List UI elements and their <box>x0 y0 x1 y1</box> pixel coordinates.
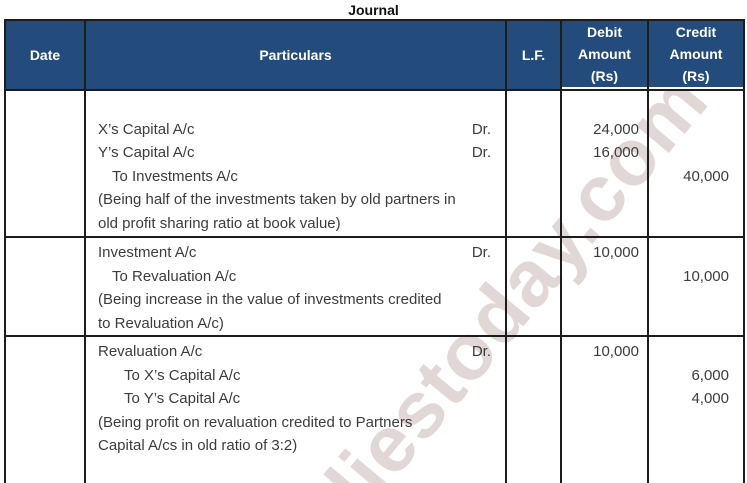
journal-entry-row: Investment A/c Dr. To Revaluation A/c (Bein… <box>4 236 745 337</box>
credit-value <box>649 141 729 165</box>
dr-label: Dr. <box>471 144 491 161</box>
header-row: Date Particulars L.F. Debit Amount (Rs) … <box>4 19 745 91</box>
particulars-line: Revaluation A/c <box>98 343 203 360</box>
credit-value <box>649 434 729 458</box>
header-debit-amount: Debit Amount (Rs) <box>560 19 649 91</box>
credit-amount-cell: 10,000 <box>647 236 745 337</box>
lf-cell <box>505 335 562 483</box>
lf-cell <box>505 89 562 238</box>
particulars-line: to Revaluation A/c) <box>98 314 224 332</box>
debit-amount-cell: 24,000 16,000 <box>560 89 649 238</box>
page-title: Journal <box>348 2 399 18</box>
particulars-cell: Revaluation A/c Dr. To X’s Capital A/c To Y… <box>84 335 507 483</box>
particulars-line: (Being half of the investments taken by … <box>98 191 456 208</box>
credit-value: 4,000 <box>691 390 729 407</box>
credit-value <box>649 212 729 236</box>
credit-value <box>649 118 729 142</box>
particulars-line: old profit sharing ratio at book value) <box>98 214 341 232</box>
journal-table: Date Particulars L.F. Debit Amount (Rs) … <box>4 19 745 483</box>
header-debit-line1: Debit <box>587 24 622 40</box>
particulars-line: (Being increase in the value of investme… <box>98 291 442 308</box>
debit-value <box>562 312 639 336</box>
header-credit-line2: Amount <box>669 46 723 62</box>
debit-value <box>562 212 639 236</box>
header-lf: L.F. <box>505 19 562 91</box>
credit-value <box>649 411 729 435</box>
debit-value <box>562 364 639 388</box>
debit-value <box>562 165 639 189</box>
debit-value <box>562 288 639 312</box>
credit-value <box>649 288 729 312</box>
debit-value <box>562 411 639 435</box>
particulars-line: To X’s Capital A/c <box>124 366 241 384</box>
debit-value: 24,000 <box>593 120 639 138</box>
header-particulars: Particulars <box>84 19 507 91</box>
particulars-line: X’s Capital A/c <box>98 120 195 138</box>
table-wrap: studiestoday.com Date Particulars L.F. D… <box>4 19 745 483</box>
dr-label: Dr. <box>471 120 491 138</box>
journal-entry-row: X’s Capital A/c Dr. Y’s Capital A/c Dr. To I… <box>4 89 745 238</box>
credit-value <box>649 94 729 118</box>
dr-label: Dr. <box>471 343 491 360</box>
particulars-cell: Investment A/c Dr. To Revaluation A/c (Bein… <box>84 236 507 337</box>
header-credit-line3: (Rs) <box>682 68 710 84</box>
header-date: Date <box>4 19 86 91</box>
date-cell <box>4 335 86 483</box>
debit-value <box>562 434 639 458</box>
debit-value: 16,000 <box>593 144 639 161</box>
dr-label: Dr. <box>471 244 491 261</box>
debit-value <box>562 94 639 118</box>
credit-value <box>649 241 729 265</box>
date-cell <box>4 236 86 337</box>
debit-amount-cell: 10,000 <box>560 236 649 337</box>
header-credit-line1: Credit <box>675 24 717 40</box>
credit-value <box>649 340 729 364</box>
credit-value <box>649 188 729 212</box>
debit-value: 10,000 <box>593 343 639 360</box>
debit-value <box>562 188 639 212</box>
particulars-line: To Investments A/c <box>112 167 238 185</box>
particulars-line: Y’s Capital A/c <box>98 144 195 161</box>
lf-cell <box>505 236 562 337</box>
credit-value: 10,000 <box>683 267 729 285</box>
date-cell <box>4 89 86 238</box>
credit-value: 6,000 <box>691 366 729 384</box>
particulars-line: (Being profit on revaluation credited to… <box>98 413 413 431</box>
debit-value <box>562 265 639 289</box>
particulars-line: To Y’s Capital A/c <box>124 390 241 407</box>
debit-value: 10,000 <box>593 244 639 261</box>
credit-value: 40,000 <box>683 167 729 185</box>
particulars-cell: X’s Capital A/c Dr. Y’s Capital A/c Dr. To I… <box>84 89 507 238</box>
debit-value <box>562 387 639 411</box>
header-debit-line2: Amount <box>578 46 631 62</box>
particulars-line: To Revaluation A/c <box>112 267 237 285</box>
header-credit-amount: Credit Amount (Rs) <box>647 19 745 91</box>
credit-value <box>649 312 729 336</box>
particulars-line: Capital A/cs in old ratio of 3:2) <box>98 437 298 454</box>
credit-amount-cell: 6,000 4,000 <box>647 335 745 483</box>
journal-entry-row: Revaluation A/c Dr. To X’s Capital A/c To Y… <box>4 335 745 483</box>
debit-amount-cell: 10,000 <box>560 335 649 483</box>
particulars-line: Investment A/c <box>98 244 197 261</box>
header-debit-line3: (Rs) <box>590 68 619 84</box>
credit-amount-cell: 40,000 <box>647 89 745 238</box>
